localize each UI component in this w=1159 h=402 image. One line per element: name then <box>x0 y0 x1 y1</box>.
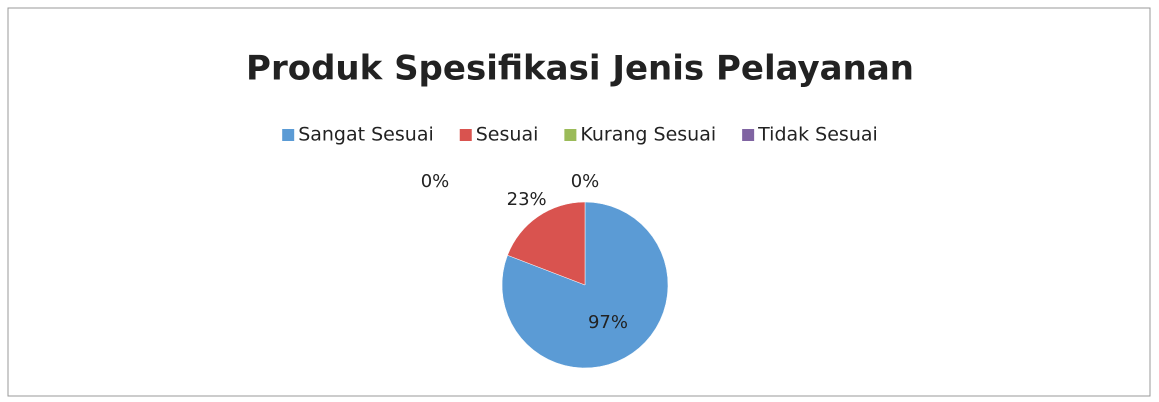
legend-swatch <box>282 129 295 141</box>
legend-swatch <box>742 129 755 141</box>
legend-label: Tidak Sesuai <box>757 124 878 146</box>
data-label: 0% <box>571 171 600 192</box>
data-label: 23% <box>507 189 547 210</box>
legend-label: Sangat Sesuai <box>298 124 434 146</box>
legend-label: Kurang Sesuai <box>580 124 716 146</box>
legend-swatch <box>459 129 472 141</box>
legend-swatch <box>564 129 577 141</box>
legend-label: Sesuai <box>476 124 539 146</box>
data-label: 97% <box>588 312 628 333</box>
pie-slice <box>507 201 586 286</box>
pie-slice <box>501 201 669 369</box>
chart-title: Produk Spesifikasi Jenis Pelayanan <box>246 49 914 89</box>
data-label: 0% <box>421 171 450 192</box>
